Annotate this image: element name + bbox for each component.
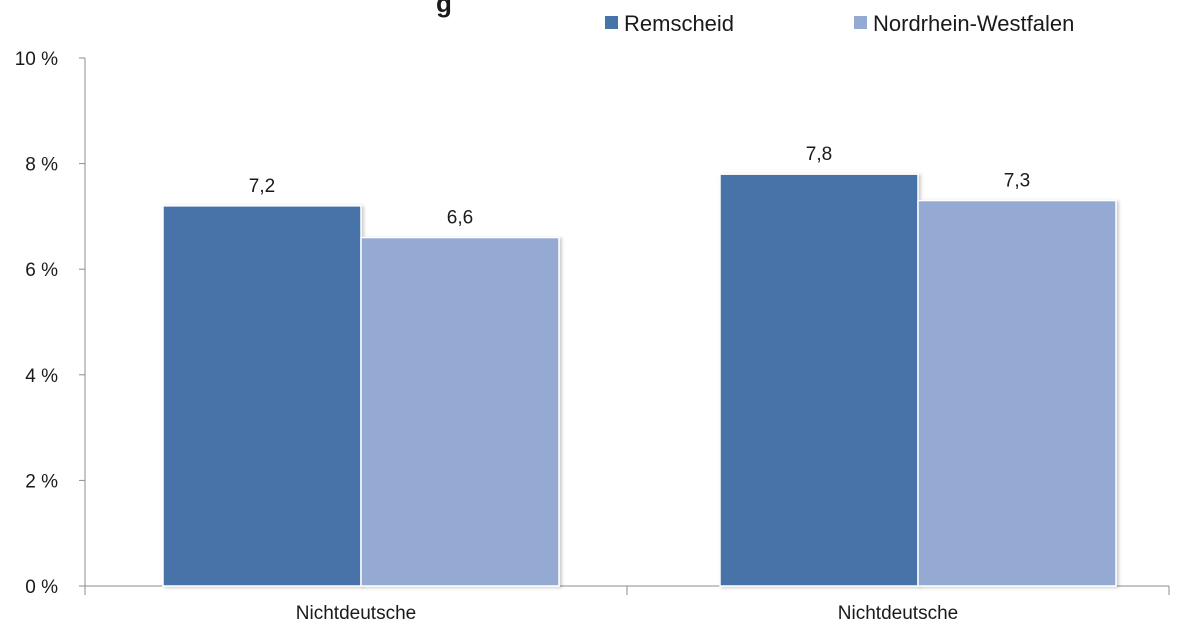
- legend-swatch-remscheid: [605, 16, 618, 29]
- legend-label-remscheid: Remscheid: [624, 11, 734, 36]
- y-tick-label: 10 %: [15, 49, 58, 70]
- y-tick-label: 8 %: [25, 155, 58, 176]
- bar-remscheid: [162, 205, 362, 587]
- data-label: 7,8: [806, 144, 832, 165]
- x-category-label: Nichtdeutsche: [296, 603, 416, 624]
- chart-title: g: [436, 0, 452, 18]
- bar-nordrhein-westfalen: [360, 236, 560, 587]
- legend-swatch-nordrhein-westfalen: [854, 16, 867, 29]
- data-label: 7,3: [1004, 171, 1030, 192]
- y-tick-label: 2 %: [25, 471, 58, 492]
- data-label: 7,2: [249, 176, 275, 197]
- x-axis: Nichtdeutsche Nichtdeutsche: [84, 585, 1170, 624]
- y-tick-label: 0 %: [25, 577, 58, 598]
- legend: Remscheid Nordrhein-Westfalen: [605, 11, 1074, 36]
- data-label: 6,6: [447, 208, 473, 229]
- x-category-label: Nichtdeutsche: [838, 603, 958, 624]
- data-labels: 7,2 7,8 6,6 7,3: [249, 144, 1030, 228]
- y-tick-label: 6 %: [25, 260, 58, 281]
- legend-label-nordrhein-westfalen: Nordrhein-Westfalen: [873, 11, 1074, 36]
- bar-remscheid: [719, 173, 919, 587]
- y-tick-label: 4 %: [25, 366, 58, 387]
- bars: [162, 173, 1117, 587]
- y-axis: 0 % 2 % 4 % 6 % 8 % 10 %: [15, 49, 86, 598]
- bar-nordrhein-westfalen: [917, 199, 1117, 587]
